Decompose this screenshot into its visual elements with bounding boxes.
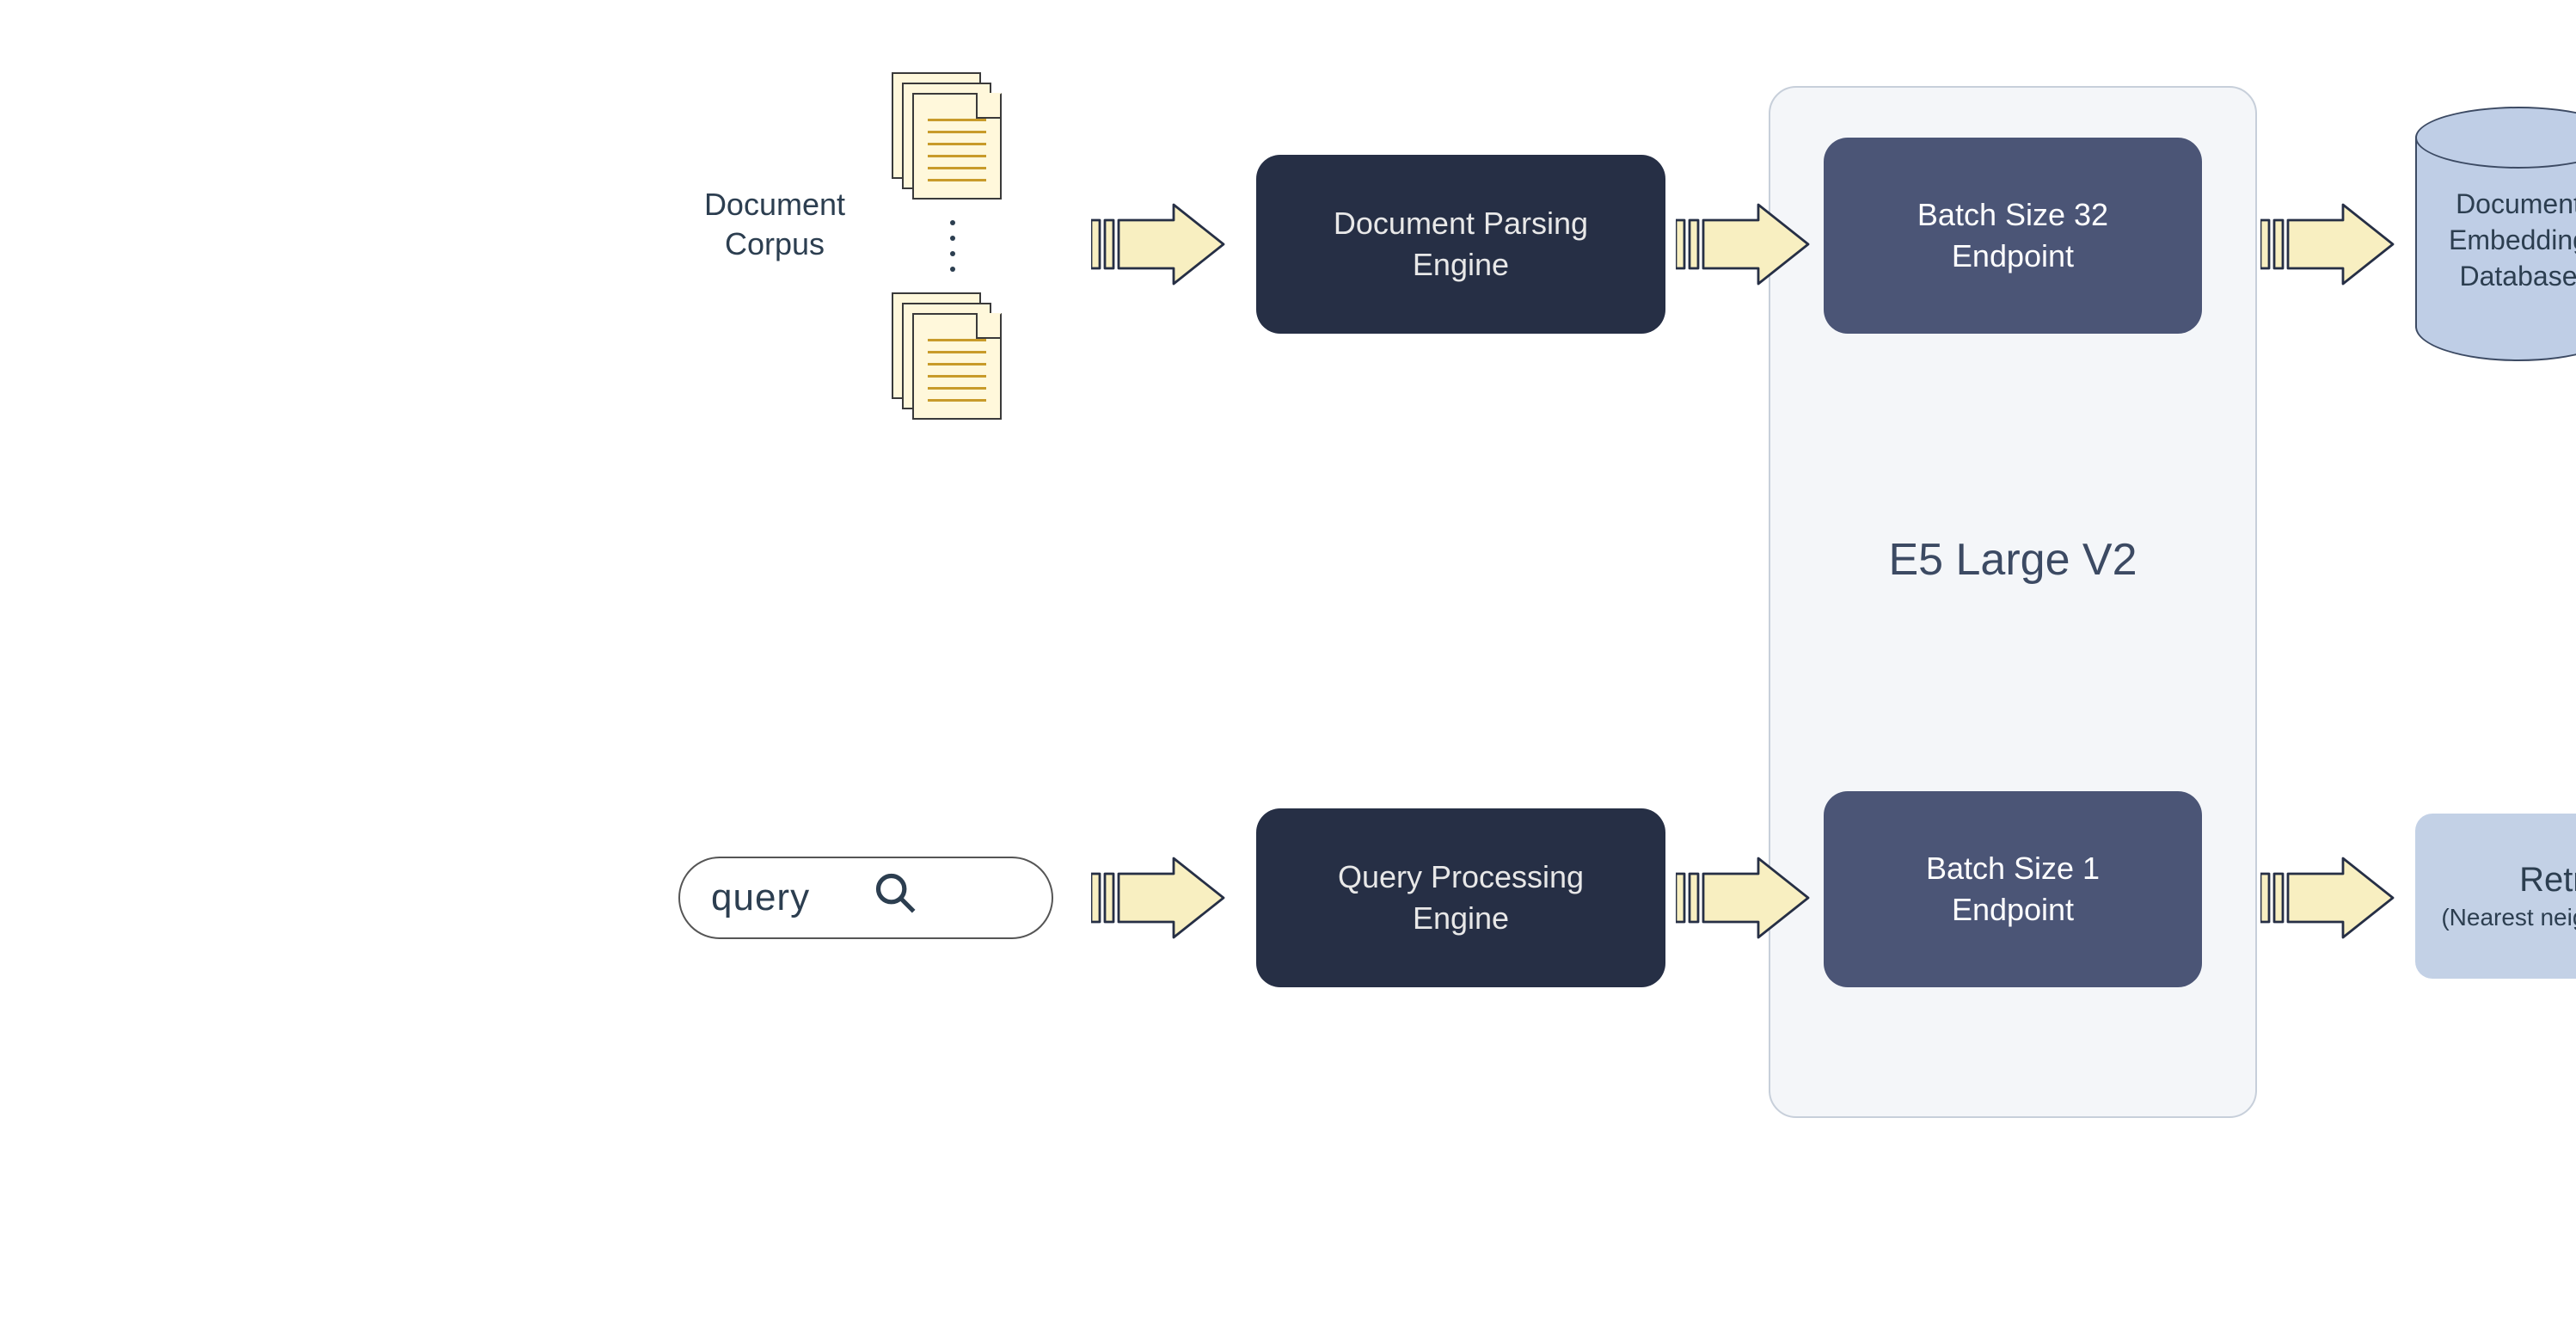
arrow-icon bbox=[2260, 203, 2395, 286]
retrieval-title: Retrieval bbox=[2519, 860, 2576, 903]
arrow-icon bbox=[1676, 857, 1810, 939]
arrow-icon bbox=[2260, 857, 2395, 939]
document-corpus-label: DocumentCorpus bbox=[672, 186, 878, 267]
query-text: query bbox=[711, 875, 810, 920]
retrieval-box: Retrieval (Nearest neighbour lookup) bbox=[2415, 814, 2576, 979]
database-label: DocumentEmbeddingDatabase bbox=[2415, 189, 2576, 297]
retrieval-subtitle: (Nearest neighbour lookup) bbox=[2441, 903, 2576, 933]
arrow-icon bbox=[1676, 203, 1810, 286]
arrow-icon bbox=[1091, 857, 1225, 939]
query-processing-box: Query ProcessingEngine bbox=[1256, 808, 1665, 987]
query-input: query bbox=[678, 857, 1053, 939]
arrow-icon bbox=[1091, 203, 1225, 286]
batch32-box: Batch Size 32Endpoint bbox=[1824, 138, 2202, 334]
document-parsing-box: Document ParsingEngine bbox=[1256, 155, 1665, 334]
ellipsis-icon bbox=[950, 220, 955, 272]
e5-label: E5 Large V2 bbox=[1769, 533, 2257, 587]
batch1-box: Batch Size 1Endpoint bbox=[1824, 791, 2202, 987]
search-icon bbox=[872, 870, 917, 925]
